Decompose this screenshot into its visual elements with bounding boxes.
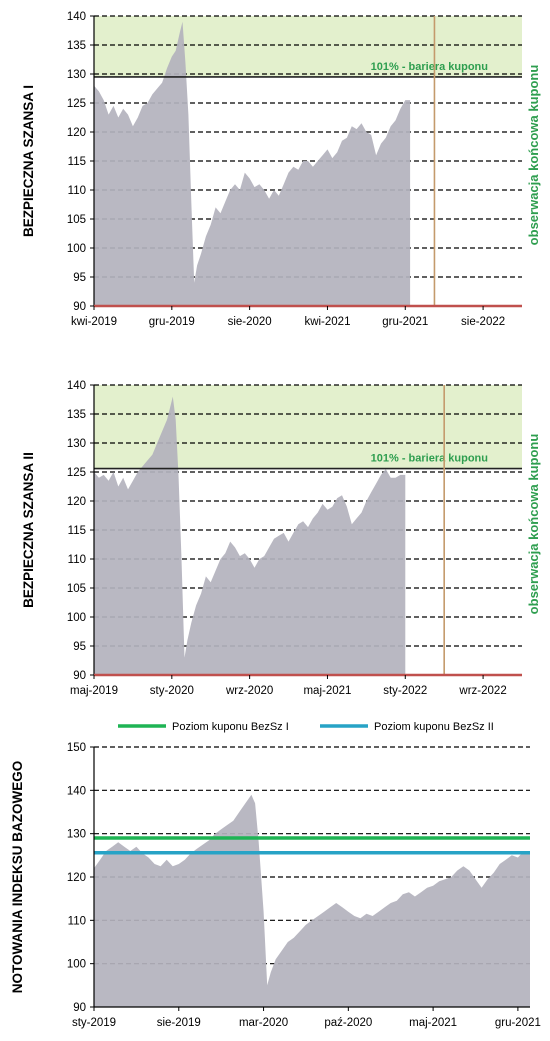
barrier-band bbox=[94, 16, 522, 77]
legend-label: Poziom kuponu BezSz II bbox=[374, 721, 494, 733]
index-area bbox=[94, 396, 406, 675]
y-tick-label: 90 bbox=[73, 670, 86, 682]
y-tick-label: 95 bbox=[73, 272, 86, 284]
x-tick-label: kwi-2019 bbox=[71, 316, 117, 328]
barrier-label: 101% - bariera kuponu bbox=[371, 61, 488, 73]
y-tick-label: 100 bbox=[67, 959, 86, 971]
y-tick-label: 140 bbox=[67, 11, 86, 23]
y-tick-label: 105 bbox=[67, 214, 86, 226]
y-tick-label: 140 bbox=[67, 785, 86, 797]
observation-note: obserwacja końcowa kuponu bbox=[526, 65, 541, 246]
y-tick-label: 100 bbox=[67, 612, 86, 624]
x-tick-label: maj-2019 bbox=[70, 685, 118, 697]
x-tick-label: mar-2020 bbox=[239, 1017, 288, 1029]
x-tick-label: wrz-2022 bbox=[458, 685, 506, 697]
y-tick-label: 105 bbox=[67, 583, 86, 595]
y-tick-label: 95 bbox=[73, 641, 86, 653]
x-tick-label: sie-2022 bbox=[461, 316, 505, 328]
y-tick-label: 130 bbox=[67, 69, 86, 81]
x-tick-label: sty-2022 bbox=[383, 685, 427, 697]
y-tick-label: 90 bbox=[73, 301, 86, 313]
y-tick-label: 150 bbox=[67, 742, 86, 754]
y-tick-label: 130 bbox=[67, 829, 86, 841]
x-tick-label: wrz-2020 bbox=[225, 685, 273, 697]
chart-side-title: NOTOWANIA INDEKSU BAZOWEGO bbox=[10, 761, 25, 994]
y-tick-label: 140 bbox=[67, 380, 86, 392]
observation-note: obserwacja końcowa kuponu bbox=[526, 434, 541, 615]
y-tick-label: 125 bbox=[67, 467, 86, 479]
y-tick-label: 100 bbox=[67, 243, 86, 255]
y-tick-label: 90 bbox=[73, 1002, 86, 1014]
chart-side-title: BEZPIECZNA SZANSA II bbox=[21, 452, 36, 608]
x-tick-label: sie-2019 bbox=[157, 1017, 201, 1029]
y-tick-label: 135 bbox=[67, 40, 86, 52]
y-tick-label: 135 bbox=[67, 409, 86, 421]
x-tick-label: sie-2020 bbox=[228, 316, 272, 328]
x-tick-label: gru-2019 bbox=[149, 316, 195, 328]
x-tick-label: maj-2021 bbox=[409, 1017, 457, 1029]
x-tick-label: paź-2020 bbox=[324, 1017, 372, 1029]
legend-label: Poziom kuponu BezSz I bbox=[172, 721, 289, 733]
y-tick-label: 115 bbox=[68, 525, 86, 537]
y-tick-label: 115 bbox=[68, 156, 86, 168]
y-tick-label: 125 bbox=[67, 98, 86, 110]
x-tick-label: sty-2020 bbox=[150, 685, 194, 697]
y-tick-label: 120 bbox=[67, 496, 86, 508]
index-area bbox=[94, 794, 530, 1007]
y-tick-label: 110 bbox=[68, 554, 86, 566]
y-tick-label: 110 bbox=[68, 185, 86, 197]
chart-side-title: BEZPIECZNA SZANSA I bbox=[21, 85, 36, 237]
x-tick-label: kwi-2021 bbox=[304, 316, 350, 328]
barrier-label: 101% - bariera kuponu bbox=[371, 453, 488, 465]
x-tick-label: gru-2021 bbox=[495, 1017, 541, 1029]
y-tick-label: 130 bbox=[67, 438, 86, 450]
index-area bbox=[94, 21, 411, 307]
x-tick-label: gru-2021 bbox=[382, 316, 428, 328]
y-tick-label: 120 bbox=[67, 872, 86, 884]
x-tick-label: maj-2021 bbox=[303, 685, 351, 697]
y-tick-label: 120 bbox=[67, 127, 86, 139]
x-tick-label: sty-2019 bbox=[72, 1017, 116, 1029]
y-tick-label: 110 bbox=[68, 915, 86, 927]
